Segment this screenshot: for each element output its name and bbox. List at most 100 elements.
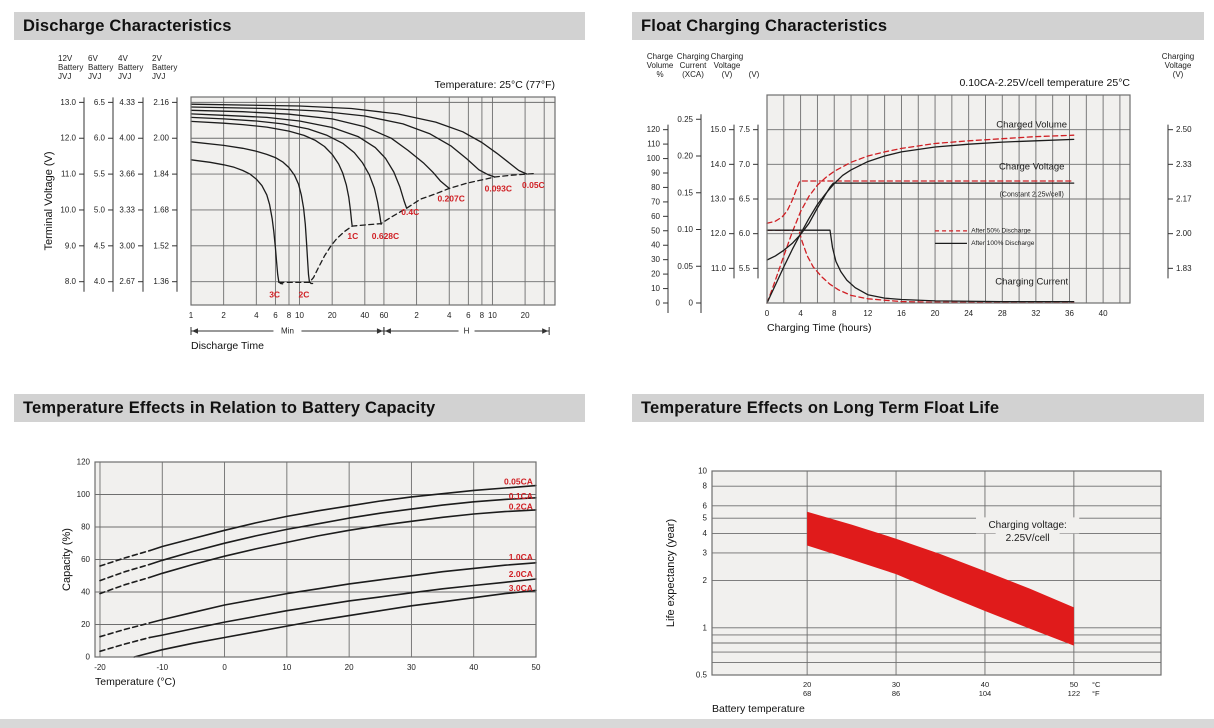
svg-text:2.17: 2.17	[1176, 195, 1192, 204]
series-1.0CA	[149, 562, 537, 624]
svg-text:9.0: 9.0	[65, 241, 77, 250]
x-axis-unit-label: °F	[1092, 689, 1100, 698]
svg-text:6V: 6V	[88, 54, 98, 63]
axis-ruler-0: 1201101009080706050403020100ChargeVolume…	[647, 52, 674, 313]
y-tick-label: 6	[703, 501, 708, 510]
plot-border	[190, 96, 556, 306]
axis-ruler-1: 0.25 0.20 0.15 0.10 0.05 0 ChargingCurrent(XCA…	[677, 52, 709, 313]
plot-area	[191, 97, 555, 305]
curve-label: 0.05CA	[504, 477, 533, 487]
curve-label: 0.1CA	[509, 491, 533, 501]
svg-text:Voltage: Voltage	[714, 61, 741, 70]
plot-border	[94, 461, 537, 658]
curve-label: 0.2CA	[509, 502, 533, 512]
series-0.05CA-dashed	[99, 549, 151, 567]
x-tick-label-fahrenheit: 86	[892, 689, 900, 698]
curve-label: Charging Current	[995, 277, 1068, 288]
series-0.207C	[190, 109, 450, 190]
svg-text:3.66: 3.66	[119, 170, 135, 179]
svg-text:JVJ: JVJ	[118, 72, 131, 81]
x-tick-label-celsius: 30	[892, 680, 900, 689]
header-float-charging-characteristics: Float Charging Characteristics	[632, 12, 1204, 40]
svg-text:2V: 2V	[152, 54, 162, 63]
x-tick-label: 8	[480, 311, 485, 320]
y-tick-label: 0.5	[696, 671, 708, 680]
curve-label: 3.0CA	[509, 583, 533, 593]
svg-text:Charge: Charge	[647, 52, 674, 61]
x-tick-label: 1	[189, 311, 194, 320]
x-tick-label: 2	[414, 311, 419, 320]
x-tick-label: 0	[222, 663, 227, 672]
y-tick-label: 5	[703, 514, 708, 523]
axis-ruler-3: 7.5 7.0 6.5 6.0 5.5 (V)	[739, 70, 760, 279]
x-tick-label-celsius: 40	[981, 680, 989, 689]
svg-text:40: 40	[651, 241, 660, 250]
x-tick-label: 8	[287, 311, 292, 320]
x-tick-label: 20	[345, 663, 354, 672]
svg-text:1.68: 1.68	[153, 205, 169, 214]
svg-text:(V): (V)	[749, 70, 760, 79]
series-charging-current-50	[766, 229, 1075, 303]
svg-text:(XCA): (XCA)	[682, 70, 704, 79]
svg-text:14.0: 14.0	[710, 160, 726, 169]
svg-text:3.00: 3.00	[119, 241, 135, 250]
svg-text:1.84: 1.84	[153, 170, 169, 179]
svg-text:5.5: 5.5	[94, 170, 106, 179]
svg-text:1.52: 1.52	[153, 241, 169, 250]
x-tick-label: 20	[931, 309, 940, 318]
svg-text:0.15: 0.15	[677, 188, 693, 197]
svg-text:7.0: 7.0	[739, 160, 751, 169]
axis-span-h: H	[383, 326, 550, 336]
svg-text:2.50: 2.50	[1176, 125, 1192, 134]
svg-text:Charging: Charging	[1162, 52, 1194, 61]
y-tick-label: 40	[81, 588, 90, 597]
svg-text:1.36: 1.36	[153, 277, 169, 286]
x-tick-label: 50	[532, 663, 541, 672]
svg-text:12.0: 12.0	[60, 134, 76, 143]
x-tick-label: 0	[765, 309, 770, 318]
series-2.0CA-dashed	[99, 636, 151, 653]
svg-text:60: 60	[651, 212, 660, 221]
svg-text:5.5: 5.5	[739, 264, 751, 273]
y-tick-label: 4	[703, 529, 708, 538]
x-tick-label-fahrenheit: 68	[803, 689, 811, 698]
series-curves	[766, 134, 1075, 304]
curve-label: 0.093C	[485, 183, 512, 193]
x-tick-label: 24	[964, 309, 973, 318]
svg-text:0: 0	[689, 299, 694, 308]
svg-text:2.00: 2.00	[1176, 229, 1192, 238]
svg-text:50: 50	[651, 226, 660, 235]
svg-text:(V): (V)	[1173, 70, 1184, 79]
chart-note: 0.10CA-2.25V/cell temperature 25°C	[959, 77, 1130, 89]
series-0.05CA	[149, 484, 537, 552]
svg-text:6.5: 6.5	[94, 98, 106, 107]
x-tick-label: 2	[221, 311, 226, 320]
svg-text:6.5: 6.5	[739, 195, 751, 204]
float-life-chart: 206830864010450122°C°F1086543210.5Chargi…	[665, 467, 1162, 715]
y-tick-label: 3	[703, 548, 708, 557]
x-tick-label: 4	[254, 311, 259, 320]
series-charging-current-100	[766, 229, 1075, 303]
curve-label: Charging voltage:	[988, 520, 1066, 531]
series-0.1CA-dashed	[99, 563, 151, 582]
curve-label: 0.628C	[372, 231, 399, 241]
svg-text:Battery: Battery	[152, 63, 177, 72]
svg-text:JVJ: JVJ	[88, 72, 101, 81]
svg-text:90: 90	[651, 169, 660, 178]
svg-text:100: 100	[647, 154, 661, 163]
temperature-capacity-chart: -20 -10 0 10 20 30 40 50 0 20 40 60 80 100 120 0.05CA 0.…	[61, 458, 541, 689]
gridlines	[95, 462, 537, 657]
curve-label: 0.207C	[437, 193, 464, 203]
svg-text:120: 120	[647, 125, 661, 134]
x-tick-label: 20	[328, 311, 337, 320]
series-1C	[190, 120, 353, 227]
svg-text:11.0: 11.0	[711, 264, 727, 273]
x-tick-label: 20	[521, 311, 530, 320]
x-tick-label: 10	[282, 663, 291, 672]
y-tick-label: 60	[81, 555, 90, 564]
svg-text:8.0: 8.0	[65, 277, 77, 286]
curve-label: 2.25V/cell	[1006, 533, 1050, 544]
x-tick-label: 30	[407, 663, 416, 672]
